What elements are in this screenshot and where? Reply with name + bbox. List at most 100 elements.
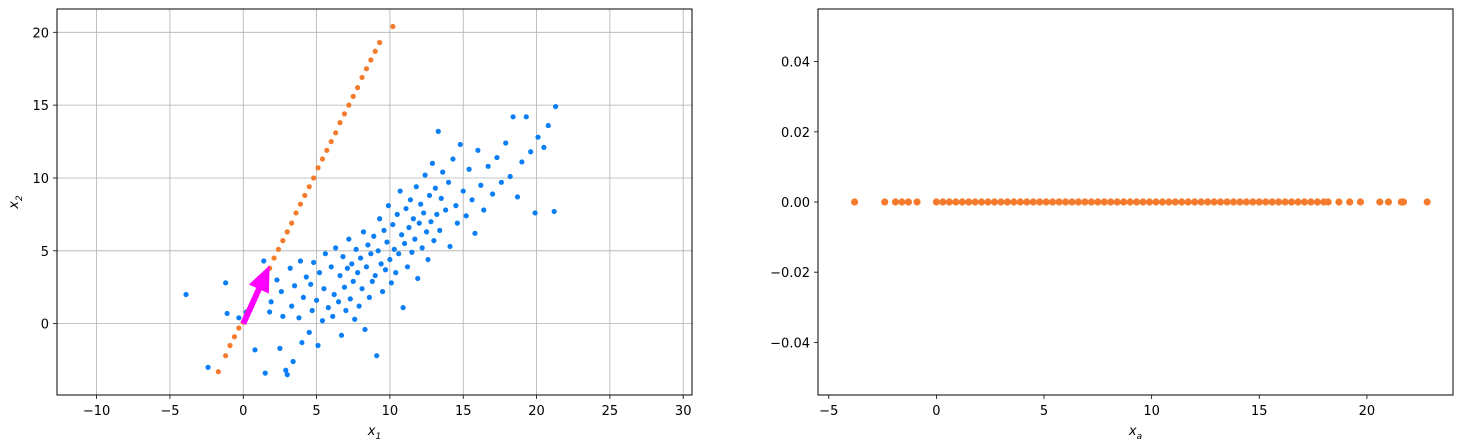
- y-tick-label: 20: [32, 26, 49, 41]
- data-point: [466, 166, 472, 172]
- data-point: [535, 134, 541, 140]
- data-point: [409, 249, 415, 255]
- projected-point-1d: [939, 198, 947, 206]
- data-point: [423, 229, 430, 235]
- x-label-subscript: 1: [375, 432, 381, 442]
- left-plot-y-ticks: 0 5 10 15 20: [32, 26, 57, 333]
- data-point: [410, 216, 416, 222]
- projected-point: [359, 74, 365, 81]
- x-tick-label: −5: [819, 404, 838, 419]
- data-point: [379, 288, 386, 295]
- data-point: [381, 227, 387, 234]
- data-point: [337, 272, 343, 279]
- data-point: [435, 128, 441, 134]
- projected-point-1d: [1204, 198, 1212, 206]
- data-point: [388, 280, 394, 286]
- data-point: [447, 243, 453, 250]
- projected-point-1d: [1126, 198, 1134, 206]
- data-point: [429, 160, 436, 166]
- projected-point: [293, 210, 299, 216]
- data-point: [489, 191, 496, 197]
- projected-point-1d: [1152, 198, 1160, 206]
- x-tick-label: 0: [239, 404, 247, 419]
- data-point: [434, 211, 440, 217]
- data-point: [360, 229, 367, 235]
- projected-point-1d: [1120, 198, 1128, 206]
- data-point: [413, 184, 419, 190]
- data-point: [445, 179, 452, 185]
- data-point: [404, 264, 411, 270]
- data-point: [315, 342, 321, 349]
- data-point: [460, 188, 466, 194]
- data-point: [291, 283, 298, 289]
- projected-point-1d: [1016, 198, 1024, 206]
- projected-point: [333, 130, 339, 136]
- projected-point: [306, 184, 312, 190]
- projected-point-1d: [1236, 198, 1244, 206]
- left-plot-data-points: [183, 103, 559, 378]
- projected-point-1d: [1191, 198, 1199, 206]
- data-point: [553, 103, 559, 110]
- y-label-subscript: 2: [15, 195, 25, 201]
- x-tick-label: 20: [1359, 404, 1376, 419]
- data-point: [387, 256, 393, 263]
- y-tick-label: 0.00: [781, 196, 810, 211]
- x-tick-label: 15: [1251, 404, 1268, 419]
- projected-point-1d: [1113, 198, 1121, 206]
- projected-point: [368, 57, 374, 63]
- projected-point: [289, 220, 295, 226]
- data-point: [528, 149, 534, 155]
- data-point: [443, 207, 449, 213]
- projected-point-1d: [1262, 198, 1270, 206]
- data-point: [372, 272, 378, 279]
- projected-point-1d: [1023, 198, 1031, 206]
- data-point: [328, 264, 334, 270]
- projected-point-1d: [1399, 198, 1408, 206]
- data-point: [450, 156, 456, 162]
- data-point: [306, 329, 312, 335]
- data-point: [416, 220, 422, 226]
- projected-point-1d: [1300, 198, 1309, 206]
- projected-point-1d: [1061, 198, 1070, 206]
- projected-point-1d: [904, 198, 913, 206]
- data-point: [523, 114, 529, 120]
- x-tick-label: 10: [1143, 404, 1160, 419]
- data-point: [453, 203, 459, 209]
- projected-point: [377, 39, 383, 46]
- y-tick-label: 10: [32, 172, 49, 187]
- data-point: [321, 286, 327, 292]
- projected-point: [372, 48, 378, 54]
- data-point: [262, 370, 268, 376]
- y-tick-label: 0.02: [781, 126, 810, 141]
- data-point: [325, 305, 331, 311]
- left-plot-frame: [56, 8, 693, 396]
- projected-point-1d: [881, 198, 889, 206]
- projected-point-1d: [1036, 198, 1044, 206]
- data-point: [344, 265, 350, 271]
- projected-point: [355, 85, 361, 91]
- data-point: [393, 270, 399, 276]
- data-point: [359, 286, 365, 292]
- projected-point-1d: [1178, 198, 1186, 206]
- data-point: [261, 258, 267, 264]
- right-scatter-plot: −5 0 5 10 15 20 −0.04 −0.02 0.00 0.02 0.04 xa: [770, 8, 1454, 442]
- projected-point: [350, 93, 356, 99]
- projected-point-1d: [1029, 198, 1037, 206]
- data-point: [541, 144, 547, 150]
- data-point: [438, 195, 444, 201]
- data-point: [406, 224, 412, 231]
- data-point: [347, 296, 353, 302]
- projected-point-1d: [1268, 198, 1276, 206]
- left-plot-x-axis-label: x1: [367, 424, 381, 442]
- data-point: [374, 353, 380, 359]
- data-point: [494, 154, 500, 161]
- data-point: [268, 299, 274, 305]
- data-point: [335, 299, 342, 305]
- x-label-main: x: [367, 424, 376, 439]
- left-plot-grid: [57, 9, 692, 395]
- data-point: [382, 267, 389, 273]
- projected-point: [236, 325, 242, 331]
- projected-point-1d: [1087, 198, 1095, 206]
- data-point: [412, 236, 418, 242]
- projected-point-1d: [891, 198, 900, 206]
